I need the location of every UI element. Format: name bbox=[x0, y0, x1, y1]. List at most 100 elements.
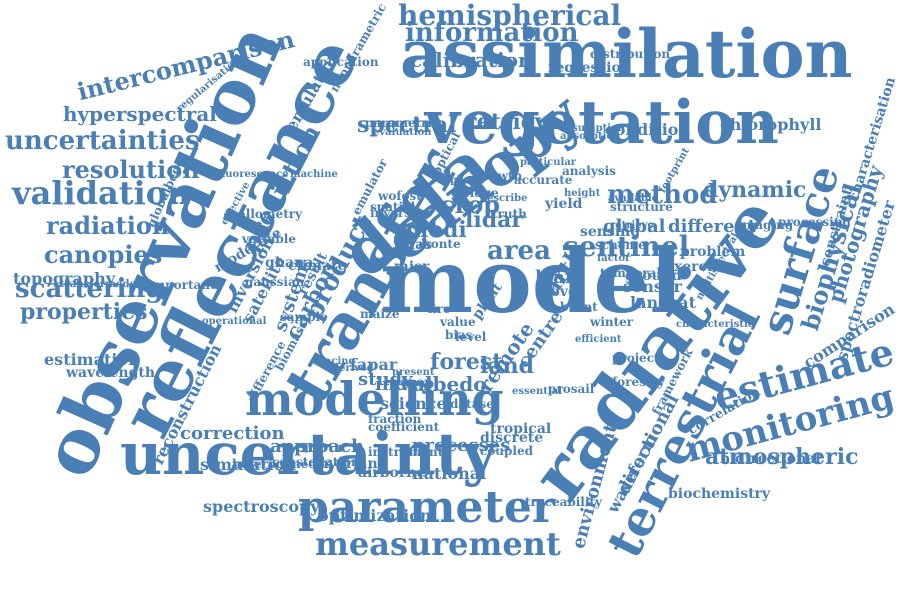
word-tracing: tracing bbox=[315, 356, 356, 368]
word-discrete: discrete bbox=[480, 430, 544, 447]
word-forest: forest bbox=[430, 348, 503, 375]
word-sensor: sensor bbox=[623, 276, 682, 296]
word-prosail: prosail bbox=[548, 381, 595, 396]
word-hyperspectral: hyperspectral bbox=[63, 102, 217, 127]
word-efficient: efficient bbox=[575, 334, 622, 346]
word-dynamic: dynamic bbox=[703, 176, 807, 203]
word-winter: winter bbox=[590, 314, 634, 329]
word-retrieval: retrieval bbox=[465, 108, 571, 135]
word-simulation: simulation bbox=[200, 454, 296, 474]
word-biochemistry: biochemistry bbox=[668, 486, 771, 503]
word-coupled: coupled bbox=[480, 443, 534, 458]
word-crop: crop bbox=[440, 190, 501, 220]
word-distribution: distribution bbox=[590, 46, 671, 61]
word-instrument: instrument bbox=[368, 444, 444, 459]
word-assimilation: assimilation bbox=[400, 14, 853, 93]
word-factor: factor bbox=[597, 253, 631, 265]
word-topography: topography bbox=[13, 268, 116, 288]
word-analysis: analysis bbox=[562, 163, 616, 178]
word-coefficient: coefficient bbox=[368, 419, 440, 434]
word-yield: yield bbox=[545, 196, 583, 213]
word-derived: derived bbox=[332, 363, 374, 375]
word-assumption: assumption bbox=[560, 123, 625, 135]
word-hemispherical: hemispherical bbox=[398, 0, 622, 32]
word-lidar: lidar bbox=[465, 206, 523, 233]
word-study: study bbox=[358, 368, 413, 390]
word-particular: particular bbox=[520, 157, 577, 169]
word-spatial: spatial bbox=[370, 199, 416, 214]
word-leaf: leaf bbox=[535, 266, 573, 288]
word-truth: truth bbox=[492, 206, 527, 221]
word-regression: regression bbox=[548, 60, 631, 77]
word-climate: climate bbox=[288, 258, 347, 275]
word-uncertainty: uncertainty bbox=[120, 419, 497, 488]
word-dataset: dataset bbox=[450, 396, 500, 411]
word-uncertainties: uncertainties bbox=[5, 125, 200, 156]
word-available: available bbox=[608, 193, 658, 205]
word-global: global bbox=[603, 215, 666, 237]
word-sensing: sensing bbox=[580, 224, 641, 241]
word-sample: sample bbox=[280, 309, 328, 324]
word-vegetation: vegetation bbox=[425, 88, 779, 159]
word-forestry: forestry bbox=[612, 374, 665, 389]
word-properties: properties bbox=[20, 298, 148, 325]
word-transfermodel: transfermodel bbox=[60, 279, 140, 291]
word-machine: machine bbox=[290, 169, 338, 181]
word-canopies: canopies bbox=[44, 240, 163, 270]
word-resolution: resolution bbox=[62, 155, 200, 185]
word-misr: misr bbox=[394, 259, 430, 276]
word-validation: validation bbox=[12, 174, 191, 213]
word-bidirectional: bidirectional bbox=[720, 451, 821, 468]
word-method: method bbox=[607, 179, 718, 210]
word-growth: growth bbox=[475, 168, 523, 183]
word-fluorescence: fluorescence bbox=[218, 169, 289, 181]
word-condition: condition bbox=[605, 119, 691, 139]
word-variable: variable bbox=[242, 231, 296, 246]
word-modi: modi bbox=[405, 216, 467, 243]
word-optimization: optimization bbox=[318, 505, 432, 525]
word-chlorophyll: chlorophyll bbox=[720, 114, 822, 134]
word-ghana: ghana bbox=[265, 255, 314, 272]
word-height: height bbox=[564, 188, 601, 200]
word-fapar: fapar bbox=[350, 354, 398, 374]
word-paper: paper bbox=[392, 374, 431, 389]
word-wofost: wofost bbox=[378, 188, 422, 203]
word-phase: phase bbox=[450, 175, 483, 187]
word-fraction: fraction bbox=[368, 411, 422, 426]
word-traceability: traceability bbox=[525, 494, 602, 509]
word-essential: essential bbox=[512, 386, 562, 398]
word-allometry: allometry bbox=[238, 206, 303, 221]
word-calibration: calibration bbox=[410, 48, 533, 73]
word-different: different bbox=[668, 215, 756, 237]
word-landsat: landsat bbox=[630, 292, 697, 312]
word-invariant: invariant bbox=[313, 456, 385, 473]
word-burnt: burnt bbox=[560, 299, 598, 314]
word-index: index bbox=[375, 373, 430, 395]
word-processes: processes bbox=[412, 434, 511, 456]
word-spectral: spectral bbox=[357, 111, 457, 138]
word-gaussian: gaussian bbox=[245, 274, 305, 289]
word-measurement: measurement bbox=[315, 525, 561, 564]
word-airborne: airborne bbox=[358, 465, 426, 482]
word-temporal: temporal bbox=[600, 265, 661, 280]
word-national: national bbox=[412, 463, 487, 483]
word-scheme: scheme bbox=[595, 237, 646, 252]
word-structure: structure bbox=[610, 199, 673, 214]
word-bridge: bridge bbox=[455, 185, 499, 200]
word-exercise: exercise bbox=[665, 259, 730, 276]
word-cover: cover bbox=[542, 284, 585, 301]
word-scattering: scattering bbox=[15, 273, 164, 304]
word-retrieve: retrieve bbox=[610, 220, 654, 232]
word-value: value bbox=[440, 314, 476, 329]
word-accurate: accurate bbox=[514, 172, 573, 187]
word-area: area bbox=[487, 235, 551, 266]
word-maize: maize bbox=[360, 306, 400, 321]
word-model: model bbox=[380, 229, 683, 334]
word-constellation: constellation bbox=[272, 454, 360, 469]
word-describe: describe bbox=[480, 193, 528, 205]
word-problem: problem bbox=[680, 244, 746, 261]
word-fire: fire bbox=[428, 301, 451, 316]
word-estimation: estimation bbox=[44, 349, 140, 369]
word-science: science bbox=[380, 393, 447, 413]
word-absorption: absorption bbox=[560, 131, 621, 143]
